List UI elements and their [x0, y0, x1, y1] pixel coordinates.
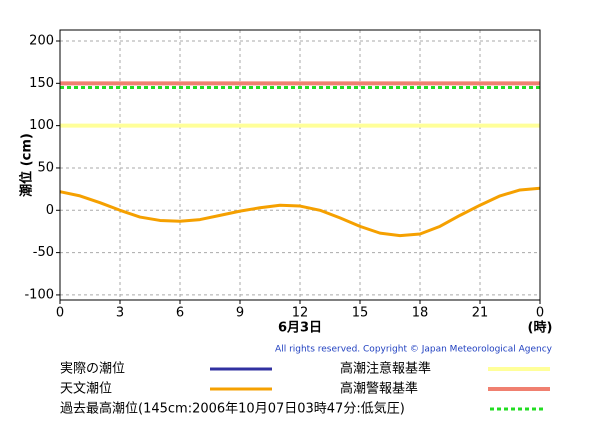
legend-label: 高潮注意報基準 — [340, 361, 431, 377]
x-tick-label: 0 — [56, 306, 64, 321]
y-tick-label: 0 — [46, 203, 54, 218]
x-tick-label: 12 — [292, 306, 309, 321]
x-tick-label: 3 — [116, 306, 124, 321]
legend-label: 実際の潮位 — [60, 361, 125, 377]
y-tick-label: -50 — [33, 245, 54, 260]
y-tick-label: 50 — [37, 160, 54, 175]
x-tick-label: 15 — [352, 306, 369, 321]
x-tick-label: 6 — [176, 306, 184, 321]
x-tick-label: 9 — [236, 306, 244, 321]
plot-border — [59, 29, 541, 301]
x-tick-label: 21 — [472, 306, 489, 321]
y-tick-label: 150 — [29, 76, 54, 91]
copyright: All rights reserved. Copyright © Japan M… — [275, 345, 553, 355]
tide-line — [59, 186, 541, 238]
legend-label: 過去最高潮位(145cm:2006年10月07日03時47分:低気圧) — [60, 401, 405, 417]
y-tick-label: 100 — [29, 118, 54, 133]
x-axis-label: 6月3日 — [278, 321, 322, 336]
y-tick-label: 200 — [29, 34, 54, 49]
x-tick-label: 18 — [412, 306, 429, 321]
y-axis-label: 潮位 (cm) — [19, 133, 35, 197]
y-tick-label: -100 — [24, 287, 54, 302]
x-axis-unit: (時) — [528, 320, 553, 336]
legend-label: 天文潮位 — [60, 382, 112, 397]
x-tick-label: 0 — [536, 306, 544, 321]
legend-label: 高潮警報基準 — [340, 381, 418, 397]
